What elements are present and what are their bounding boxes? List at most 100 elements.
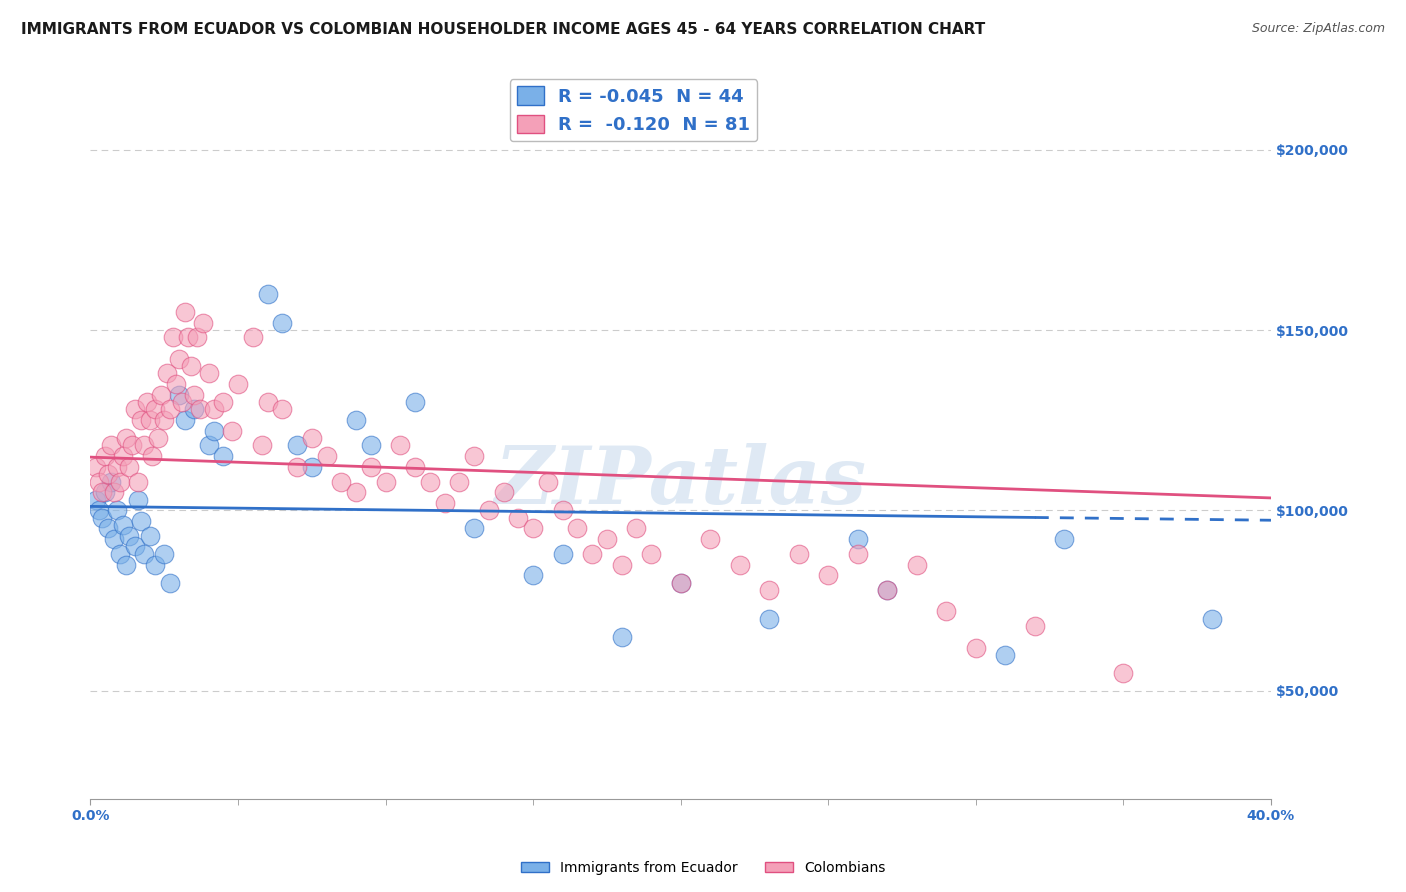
Point (344, 485, 367, 500)
Point (191, 316, 214, 330)
Point (758, 582, 780, 597)
Point (285, 438, 308, 452)
Point (876, 582, 898, 597)
Point (404, 395, 426, 409)
Point (121, 438, 143, 452)
Point (118, 460, 141, 475)
Point (669, 575, 692, 590)
Point (183, 388, 205, 402)
Legend: R = -0.045  N = 44, R =  -0.120  N = 81: R = -0.045 N = 44, R = -0.120 N = 81 (509, 79, 758, 142)
Point (153, 413, 176, 427)
Point (118, 529, 141, 543)
Point (170, 395, 193, 409)
Point (127, 475, 149, 489)
Point (138, 529, 160, 543)
Point (463, 450, 485, 464)
Point (250, 438, 273, 452)
Point (153, 547, 176, 561)
Point (183, 402, 205, 417)
Point (994, 648, 1017, 662)
Point (124, 540, 146, 554)
Point (551, 503, 574, 517)
Point (135, 395, 157, 409)
Point (89, 475, 111, 489)
Point (103, 485, 125, 500)
Point (86, 492, 108, 507)
Point (301, 460, 323, 475)
Point (124, 402, 146, 417)
Point (360, 438, 382, 452)
Point (141, 450, 163, 464)
Legend: Immigrants from Ecuador, Colombians: Immigrants from Ecuador, Colombians (515, 855, 891, 880)
Point (174, 413, 197, 427)
Point (94, 485, 117, 500)
Point (148, 431, 170, 445)
Point (846, 547, 869, 561)
Point (1112, 665, 1135, 680)
Point (91, 510, 114, 524)
Point (610, 558, 633, 572)
Point (492, 485, 515, 500)
Point (389, 438, 412, 452)
Point (640, 547, 662, 561)
Point (138, 413, 160, 427)
Point (537, 475, 560, 489)
Point (610, 630, 633, 644)
Point (165, 377, 187, 392)
Point (212, 395, 235, 409)
Point (508, 510, 530, 524)
Point (100, 438, 122, 452)
Point (108, 547, 131, 561)
Point (669, 575, 692, 590)
Point (145, 402, 167, 417)
Point (905, 558, 928, 572)
Point (1024, 619, 1046, 633)
Point (758, 612, 780, 626)
Point (374, 475, 396, 489)
Point (197, 367, 219, 381)
Point (108, 475, 131, 489)
Point (174, 305, 197, 319)
Point (159, 402, 181, 417)
Point (419, 475, 441, 489)
Point (728, 558, 751, 572)
Point (91, 485, 114, 500)
Text: ZIPatlas: ZIPatlas (495, 442, 866, 520)
Point (177, 330, 200, 344)
Point (876, 582, 898, 597)
Point (965, 640, 987, 655)
Text: IMMIGRANTS FROM ECUADOR VS COLOMBIAN HOUSEHOLDER INCOME AGES 45 - 64 YEARS CORRE: IMMIGRANTS FROM ECUADOR VS COLOMBIAN HOU… (21, 22, 986, 37)
Point (105, 460, 128, 475)
Text: Source: ZipAtlas.com: Source: ZipAtlas.com (1251, 22, 1385, 36)
Point (360, 460, 382, 475)
Point (699, 533, 721, 547)
Point (846, 533, 869, 547)
Point (167, 388, 190, 402)
Point (129, 514, 152, 528)
Point (404, 460, 426, 475)
Point (271, 402, 294, 417)
Point (1053, 533, 1076, 547)
Point (581, 547, 603, 561)
Point (256, 287, 278, 301)
Point (159, 575, 181, 590)
Point (97, 467, 120, 482)
Point (97, 521, 120, 535)
Point (433, 496, 456, 510)
Point (204, 424, 226, 438)
Point (180, 359, 202, 373)
Point (111, 450, 134, 464)
Point (330, 475, 353, 489)
Point (145, 558, 167, 572)
Point (86, 460, 108, 475)
Point (197, 438, 219, 452)
Point (787, 547, 810, 561)
Point (567, 521, 589, 535)
Point (935, 604, 957, 618)
Point (344, 413, 367, 427)
Point (129, 413, 152, 427)
Point (132, 547, 155, 561)
Point (551, 547, 574, 561)
Point (221, 424, 243, 438)
Point (115, 431, 138, 445)
